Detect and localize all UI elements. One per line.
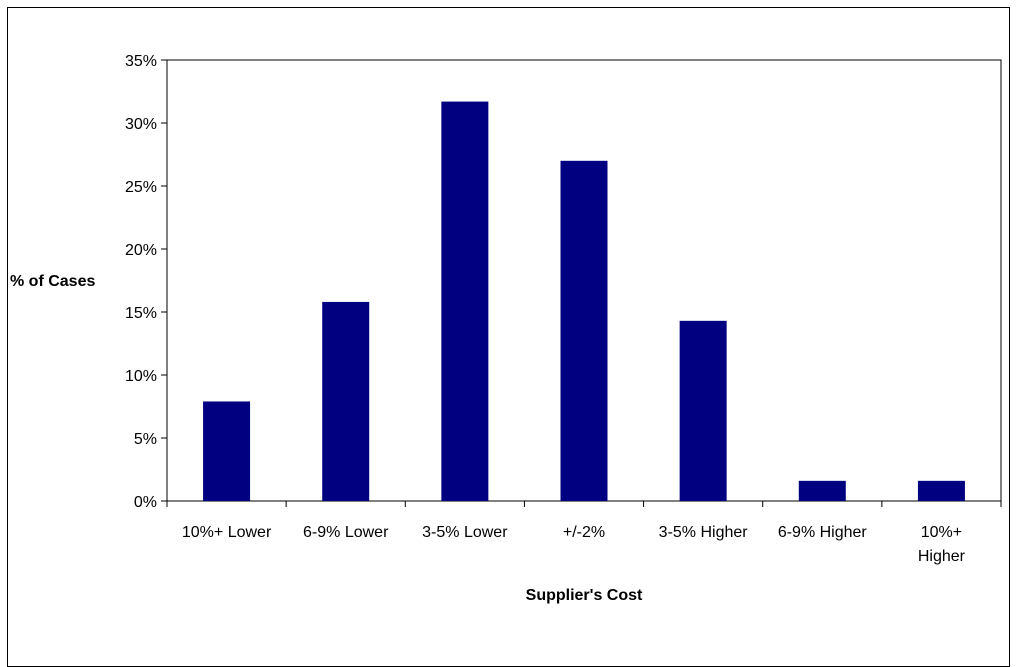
y-tick-label: 15% — [125, 305, 157, 322]
x-tick-label: +/-2% — [563, 524, 605, 541]
y-tick-label: 10% — [125, 368, 157, 385]
x-tick-label: 6-9% Lower — [303, 524, 389, 541]
y-tick-label: 5% — [134, 431, 157, 448]
y-tick-label: 30% — [125, 116, 157, 133]
y-axis-title: % of Cases — [10, 273, 95, 290]
bar — [203, 401, 251, 501]
x-tick-label: 6-9% Higher — [778, 524, 868, 541]
chart-frame — [7, 7, 1010, 667]
x-tick-label: 10%+ Higher — [918, 524, 966, 565]
bar — [441, 101, 489, 501]
bar — [560, 160, 608, 502]
x-axis-title: Supplier's Cost — [526, 587, 643, 604]
bar — [679, 320, 727, 501]
y-tick-label: 0% — [134, 494, 157, 511]
bar-chart: 0% 5% 10% 15% 20% 25% 30% 35% 10%+ Lower 6-9% Lo… — [10, 53, 1002, 604]
bar — [798, 480, 846, 501]
y-tick-label: 35% — [125, 53, 157, 70]
bars — [203, 101, 965, 502]
y-axis: 0% 5% 10% 15% 20% 25% 30% 35% — [125, 53, 167, 511]
x-tick-label: 3-5% Lower — [422, 524, 508, 541]
x-axis: 10%+ Lower 6-9% Lower 3-5% Lower +/-2% 3-5% … — [166, 501, 1002, 565]
x-tick-label: 3-5% Higher — [659, 524, 749, 541]
bar — [322, 301, 370, 501]
y-tick-label: 25% — [125, 179, 157, 196]
y-tick-label: 20% — [125, 242, 157, 259]
bar — [917, 480, 965, 501]
x-tick-label: 10%+ Lower — [182, 524, 272, 541]
